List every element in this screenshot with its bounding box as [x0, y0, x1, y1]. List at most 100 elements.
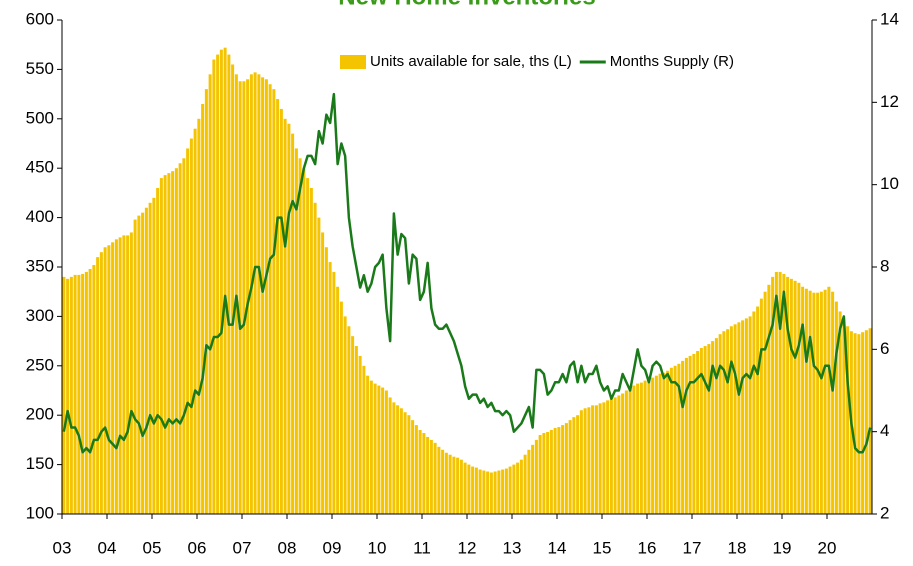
bar: [639, 382, 643, 514]
bar: [684, 357, 688, 514]
bar: [853, 333, 857, 514]
bar: [182, 158, 186, 514]
bar: [628, 387, 632, 514]
bar: [598, 403, 602, 514]
bar: [699, 348, 703, 514]
bar: [448, 454, 452, 514]
bar: [441, 449, 445, 514]
y-tick-label: 100: [26, 503, 54, 522]
bar: [129, 232, 133, 515]
bar: [864, 330, 868, 514]
bar: [302, 168, 306, 514]
bar: [786, 276, 790, 514]
y2-tick-label: 6: [880, 339, 889, 358]
bar: [287, 123, 291, 515]
legend-label: Months Supply (R): [610, 53, 734, 70]
bar: [647, 378, 651, 514]
x-tick-label: 19: [773, 538, 792, 557]
x-tick-label: 15: [593, 538, 612, 557]
bar: [546, 431, 550, 514]
bar: [456, 457, 460, 514]
y-tick-label: 500: [26, 108, 54, 127]
bar: [399, 408, 403, 514]
bar: [726, 329, 730, 514]
x-tick-label: 12: [458, 538, 477, 557]
bar: [632, 385, 636, 514]
bar: [332, 271, 336, 514]
bar: [504, 468, 508, 514]
bar: [347, 326, 351, 514]
x-tick-label: 09: [323, 538, 342, 557]
x-tick-label: 05: [143, 538, 162, 557]
bar: [219, 49, 223, 514]
bar: [744, 318, 748, 514]
bar: [403, 412, 407, 514]
bar: [294, 148, 298, 514]
bar: [227, 54, 231, 515]
bar: [816, 292, 820, 514]
bar: [204, 89, 208, 514]
bar: [358, 355, 362, 514]
bar: [819, 291, 823, 514]
bar: [107, 245, 111, 515]
bar: [426, 436, 430, 514]
bar: [216, 54, 220, 515]
legend-swatch: [340, 55, 366, 69]
y-tick-label: 150: [26, 454, 54, 473]
bar: [272, 89, 276, 514]
bar: [501, 469, 505, 514]
bar: [752, 311, 756, 514]
bar: [429, 439, 433, 514]
x-tick-label: 11: [413, 538, 431, 557]
bar: [137, 215, 141, 514]
bar: [309, 187, 313, 514]
bar: [478, 469, 482, 514]
bar: [827, 286, 831, 514]
bar: [711, 341, 715, 514]
bar: [148, 202, 152, 514]
bar: [842, 321, 846, 514]
bar: [459, 459, 463, 514]
bar: [343, 316, 347, 514]
y-tick-label: 250: [26, 355, 54, 374]
bar: [156, 187, 160, 514]
bar: [298, 158, 302, 514]
bar: [279, 108, 283, 515]
bar: [354, 346, 358, 514]
bar: [606, 400, 610, 514]
bar: [381, 387, 385, 514]
bar: [414, 425, 418, 514]
bar: [189, 138, 193, 514]
chart-title: New Home Inventories: [338, 0, 595, 10]
bar: [328, 262, 332, 514]
bar: [677, 363, 681, 514]
bar: [733, 324, 737, 514]
bar: [729, 326, 733, 514]
bar: [268, 84, 272, 514]
x-tick-label: 06: [188, 538, 207, 557]
bar: [114, 239, 118, 514]
bar: [418, 430, 422, 514]
x-tick-label: 08: [278, 538, 297, 557]
bar: [621, 393, 625, 514]
bar: [564, 423, 568, 514]
bar: [276, 99, 280, 514]
bar: [722, 331, 726, 514]
bar: [868, 328, 872, 514]
bar: [321, 232, 325, 515]
bar: [264, 79, 268, 514]
bar: [654, 375, 658, 514]
bar: [246, 79, 250, 514]
bar: [572, 417, 576, 514]
bar: [313, 202, 317, 514]
y2-tick-label: 4: [880, 421, 889, 440]
y-tick-label: 550: [26, 59, 54, 78]
bar: [257, 74, 261, 514]
bar: [351, 336, 355, 514]
bar: [152, 197, 156, 514]
bar: [681, 360, 685, 514]
bar: [737, 322, 741, 514]
bar: [362, 365, 366, 514]
bar: [831, 291, 835, 514]
bar: [561, 425, 565, 514]
